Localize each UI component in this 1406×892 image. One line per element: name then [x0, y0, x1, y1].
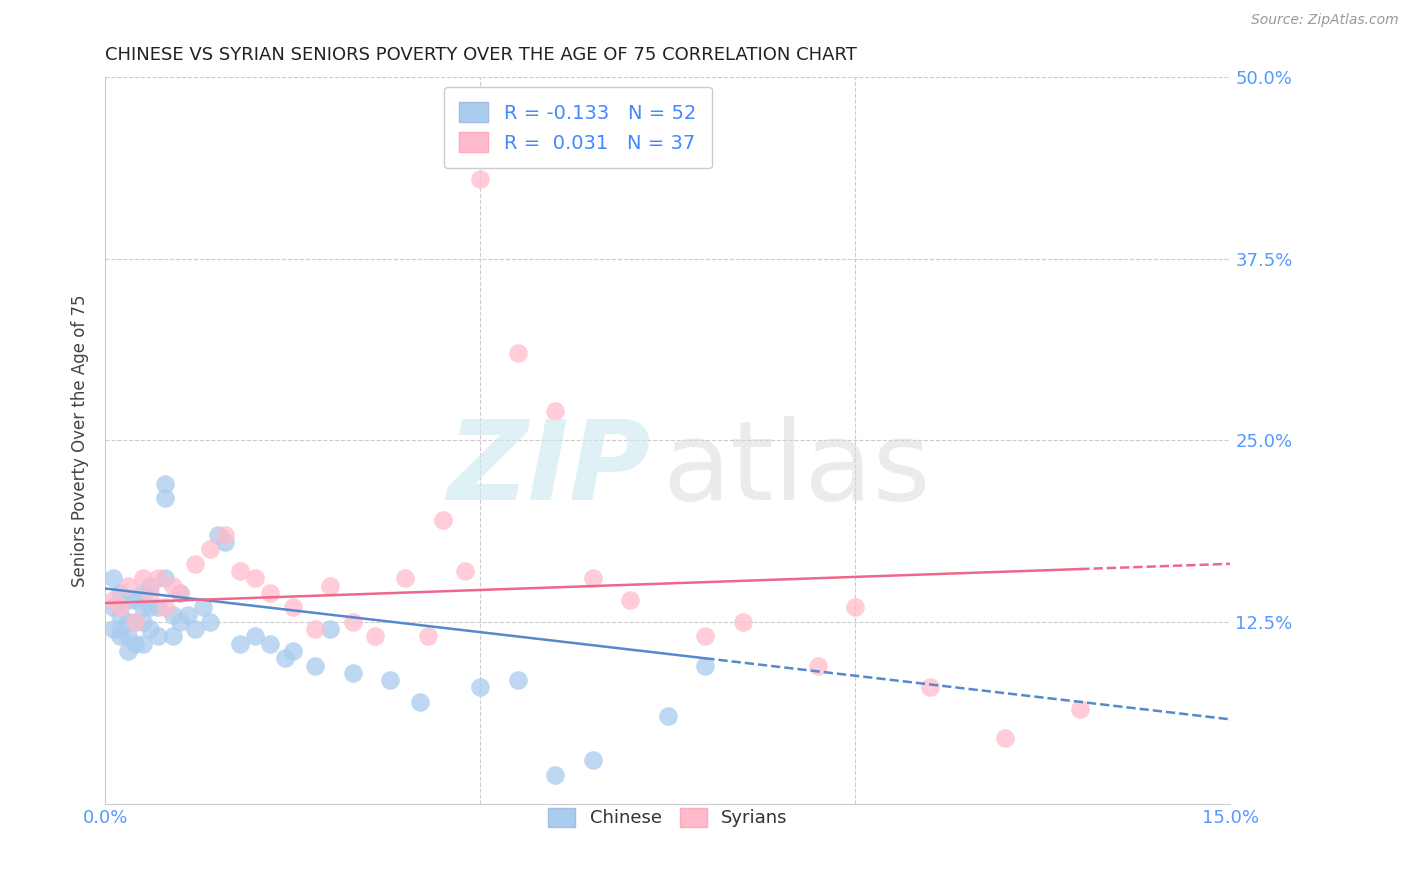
Point [695, 658, 717, 673]
Point [132, 637, 155, 651]
Point [139, 579, 162, 593]
Point [807, 658, 830, 673]
Point [162, 607, 184, 622]
Point [619, 593, 641, 607]
Point [101, 622, 124, 636]
Point [259, 637, 281, 651]
Point [117, 615, 139, 629]
Point [470, 171, 492, 186]
Point [200, 542, 222, 557]
Point [245, 630, 267, 644]
Point [394, 571, 416, 585]
Point [117, 579, 139, 593]
Point [409, 695, 432, 709]
Point [162, 579, 184, 593]
Point [169, 586, 191, 600]
Point [132, 586, 155, 600]
Point [994, 731, 1017, 746]
Point [132, 600, 155, 615]
Point [162, 630, 184, 644]
Point [207, 527, 229, 541]
Point [245, 571, 267, 585]
Point [506, 673, 529, 687]
Point [101, 593, 124, 607]
Point [139, 600, 162, 615]
Point [117, 630, 139, 644]
Point [281, 600, 304, 615]
Point [342, 615, 364, 629]
Point [191, 600, 214, 615]
Text: ZIP: ZIP [447, 416, 651, 523]
Point [139, 586, 162, 600]
Point [155, 491, 177, 506]
Point [731, 615, 754, 629]
Point [506, 346, 529, 360]
Point [229, 564, 252, 578]
Point [657, 709, 679, 723]
Point [416, 630, 439, 644]
Point [101, 571, 124, 585]
Point [582, 571, 605, 585]
Point [132, 571, 155, 585]
Point [155, 571, 177, 585]
Point [319, 579, 342, 593]
Point [177, 607, 200, 622]
Point [124, 637, 146, 651]
Point [342, 665, 364, 680]
Point [101, 600, 124, 615]
Point [470, 681, 492, 695]
Point [169, 586, 191, 600]
Text: Source: ZipAtlas.com: Source: ZipAtlas.com [1251, 13, 1399, 28]
Point [319, 622, 342, 636]
Point [117, 593, 139, 607]
Point [146, 600, 169, 615]
Point [169, 615, 191, 629]
Point [274, 651, 297, 665]
Point [695, 630, 717, 644]
Point [281, 644, 304, 658]
Point [110, 607, 132, 622]
Point [304, 658, 326, 673]
Point [454, 564, 477, 578]
Point [844, 600, 866, 615]
Legend: Chinese, Syrians: Chinese, Syrians [541, 801, 794, 835]
Point [214, 527, 236, 541]
Point [146, 571, 169, 585]
Point [582, 753, 605, 767]
Point [124, 615, 146, 629]
Point [155, 476, 177, 491]
Point [124, 615, 146, 629]
Point [184, 557, 207, 571]
Point [139, 622, 162, 636]
Point [214, 535, 236, 549]
Point [146, 630, 169, 644]
Point [132, 615, 155, 629]
Text: atlas: atlas [662, 416, 931, 523]
Point [920, 681, 942, 695]
Point [155, 600, 177, 615]
Point [259, 586, 281, 600]
Point [110, 622, 132, 636]
Point [304, 622, 326, 636]
Point [124, 593, 146, 607]
Point [432, 513, 454, 527]
Y-axis label: Seniors Poverty Over the Age of 75: Seniors Poverty Over the Age of 75 [72, 294, 89, 587]
Point [1069, 702, 1091, 716]
Point [110, 630, 132, 644]
Point [380, 673, 402, 687]
Point [200, 615, 222, 629]
Point [110, 600, 132, 615]
Point [110, 586, 132, 600]
Point [117, 644, 139, 658]
Point [544, 404, 567, 418]
Point [184, 622, 207, 636]
Point [229, 637, 252, 651]
Point [364, 630, 387, 644]
Text: CHINESE VS SYRIAN SENIORS POVERTY OVER THE AGE OF 75 CORRELATION CHART: CHINESE VS SYRIAN SENIORS POVERTY OVER T… [105, 46, 858, 64]
Point [544, 767, 567, 781]
